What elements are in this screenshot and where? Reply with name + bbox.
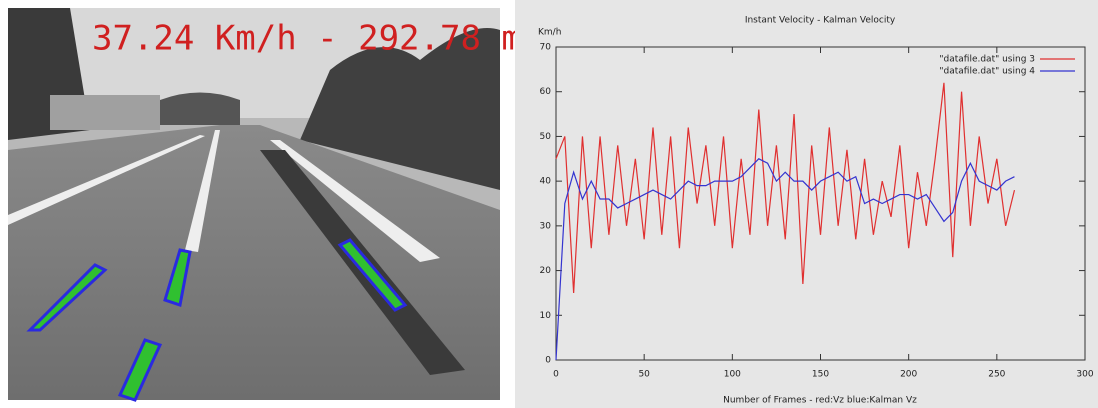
y-tick-label: 40 (540, 177, 552, 187)
y-tick-label: 30 (540, 221, 552, 231)
y-tick-label: 60 (540, 87, 552, 97)
legend-label: "datafile.dat" using 3 (939, 55, 1035, 65)
y-tick-label: 10 (540, 311, 552, 321)
x-tick-label: 300 (1076, 370, 1093, 380)
x-tick-label: 150 (812, 370, 829, 380)
x-tick-label: 250 (988, 370, 1005, 380)
x-tick-label: 50 (638, 370, 650, 380)
page: 37.24 Km/h - 292.78 m Instant Velocity -… (0, 0, 1098, 408)
x-tick-label: 0 (553, 370, 559, 380)
x-tick-label: 200 (900, 370, 917, 380)
y-axis-label: Km/h (538, 28, 561, 38)
y-tick-label: 50 (540, 132, 552, 142)
y-tick-label: 70 (540, 43, 552, 53)
video-frame: 37.24 Km/h - 292.78 m (8, 8, 522, 400)
x-axis-label: Number of Frames - red:Vz blue:Kalman Vz (723, 396, 917, 406)
x-tick-label: 100 (724, 370, 741, 380)
chart-title: Instant Velocity - Kalman Velocity (745, 16, 896, 26)
legend-label: "datafile.dat" using 4 (939, 67, 1035, 77)
y-tick-label: 20 (540, 266, 552, 276)
speed-overlay: 37.24 Km/h - 292.78 m (92, 19, 522, 59)
y-tick-label: 0 (545, 356, 551, 366)
plot-frame (556, 47, 1085, 360)
